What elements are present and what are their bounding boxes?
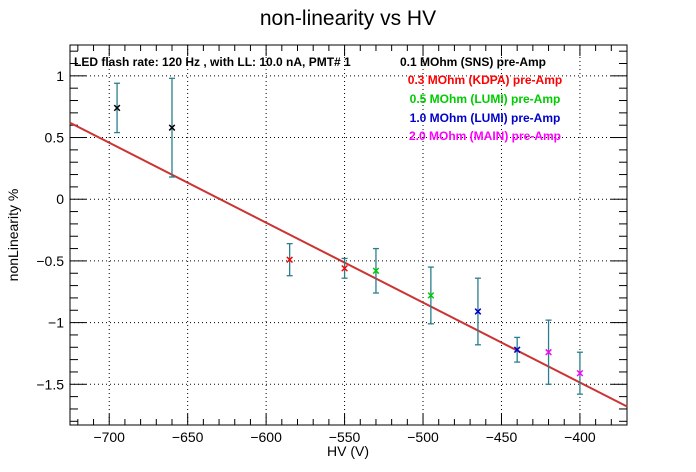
data-point bbox=[545, 319, 552, 385]
x-tick-label: −700 bbox=[93, 429, 125, 445]
x-tick-labels: −700 −650 −600 −550 −500 −450 −400 bbox=[93, 429, 595, 445]
legend-entry: 0.5 MOhm (LUMI) pre-Amp bbox=[410, 92, 561, 106]
x-tick-label: −500 bbox=[407, 429, 439, 445]
data-point bbox=[427, 266, 435, 325]
marker-stroke bbox=[341, 264, 348, 272]
marker-stroke bbox=[576, 369, 584, 377]
legend-entry: 0.1 MOhm (SNS) pre-Amp bbox=[400, 55, 546, 69]
marker-stroke bbox=[427, 292, 435, 299]
legend: 0.1 MOhm (SNS) pre-Amp 0.3 MOhm (KDPA) pr… bbox=[400, 55, 562, 143]
marker-stroke bbox=[545, 348, 552, 356]
marker-stroke bbox=[286, 256, 293, 264]
legend-entry: 0.3 MOhm (KDPA) pre-Amp bbox=[408, 73, 562, 87]
x-axis-label: HV (V) bbox=[327, 443, 369, 459]
y-axis-label: nonLinearity % bbox=[5, 189, 21, 282]
data-point bbox=[513, 336, 521, 363]
marker-stroke bbox=[113, 104, 121, 112]
y-tick-label: −0.5 bbox=[36, 253, 64, 269]
data-point bbox=[341, 257, 348, 279]
y-tick-label: −1.5 bbox=[36, 376, 64, 392]
data-point bbox=[474, 277, 482, 346]
y-tick-label: −1 bbox=[48, 315, 64, 331]
data-point bbox=[372, 247, 380, 294]
y-tick-label: 0.5 bbox=[45, 130, 65, 146]
fit-line bbox=[69, 121, 628, 408]
marker-stroke bbox=[372, 267, 380, 275]
data-points bbox=[113, 77, 584, 395]
marker-stroke bbox=[168, 124, 176, 131]
legend-entry: 2.0 MOhm (MAIN) pre-Amp bbox=[409, 129, 561, 143]
fit-line-path bbox=[69, 121, 628, 408]
data-point bbox=[576, 351, 584, 395]
y-tick-label: 1 bbox=[56, 68, 64, 84]
data-point bbox=[113, 82, 121, 134]
x-tick-label: −600 bbox=[250, 429, 282, 445]
data-point bbox=[286, 242, 293, 277]
annotation-text: LED flash rate: 120 Hz , with LL: 10.0 n… bbox=[74, 55, 351, 69]
marker-stroke bbox=[474, 308, 482, 315]
x-tick-label: −650 bbox=[172, 429, 204, 445]
x-tick-label: −450 bbox=[486, 429, 518, 445]
marker-stroke bbox=[513, 346, 521, 354]
chart-title: non-linearity vs HV bbox=[260, 7, 436, 30]
y-tick-labels: 1 0.5 0 −0.5 −1 −1.5 bbox=[36, 68, 64, 392]
y-tick-label: 0 bbox=[56, 191, 64, 207]
data-point bbox=[168, 77, 176, 178]
axis-ticks bbox=[70, 45, 628, 425]
legend-entry: 1.0 MOhm (LUMI) pre-Amp bbox=[410, 111, 561, 125]
x-tick-label: −400 bbox=[564, 429, 596, 445]
x-tick-label: −550 bbox=[329, 429, 361, 445]
plot-frame bbox=[69, 44, 628, 426]
